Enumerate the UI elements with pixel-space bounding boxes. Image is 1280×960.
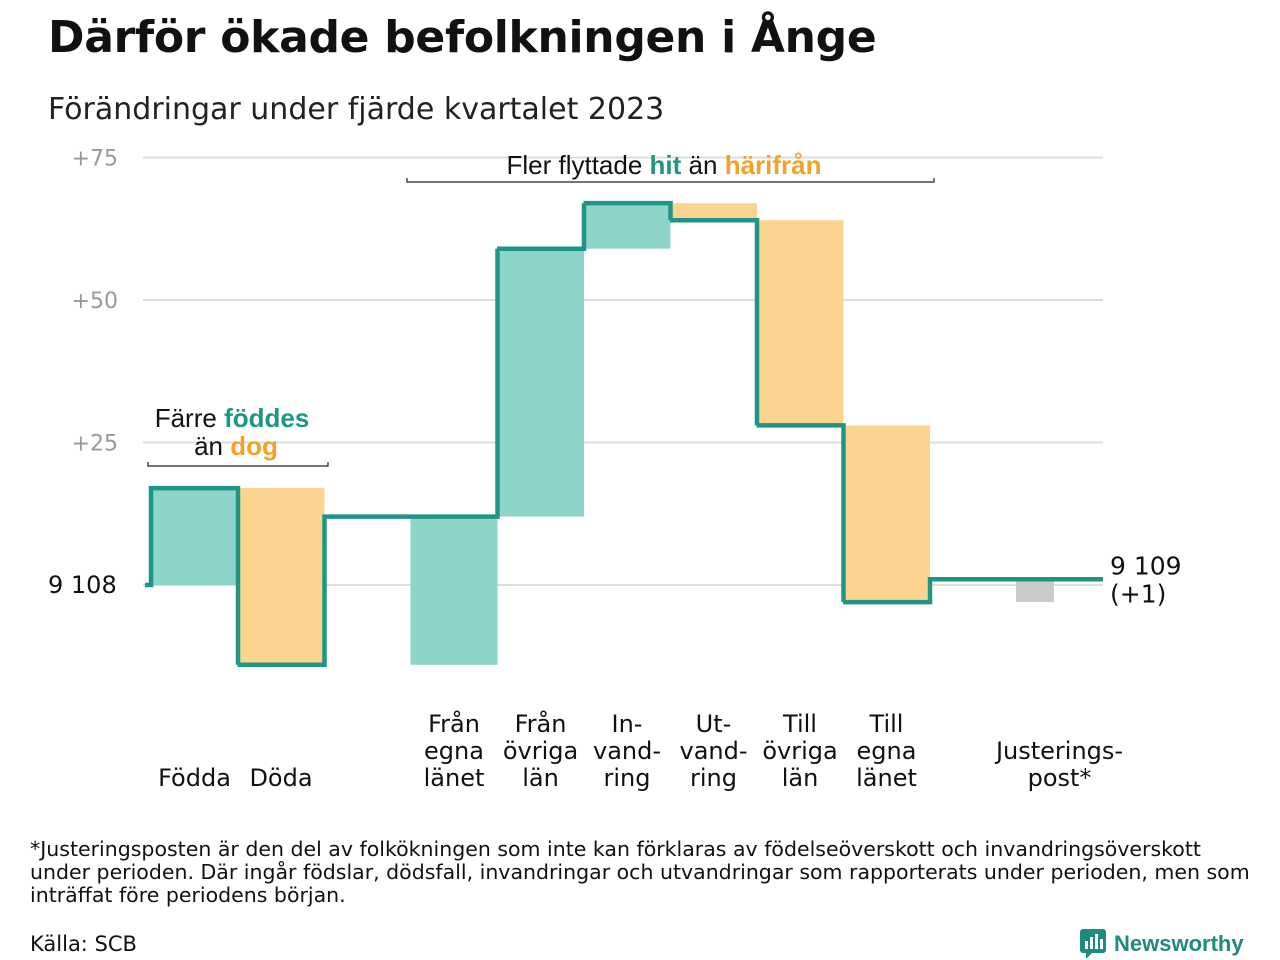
category-label: länet: [424, 764, 485, 792]
annotation-births-bracket: [147, 462, 329, 467]
category-label: In-: [612, 710, 643, 738]
annotation-migration: Fler flyttade hit än härifrån: [406, 150, 935, 183]
annotation-migration-orange: härifrån: [725, 150, 822, 180]
bar-tillövrigalän: [756, 220, 844, 426]
annotation-births-line2: än: [194, 431, 223, 461]
y-tick-label: +75: [72, 147, 118, 172]
bar-justeringspost: [1016, 579, 1054, 603]
y-tick-label: +50: [72, 289, 118, 314]
bar-frånegnalänet: [410, 516, 498, 665]
category-label: egna: [424, 737, 484, 765]
cumulative-step-line: [145, 200, 1103, 668]
category-label: vand-: [679, 737, 747, 765]
annotation-births-orange: dog: [230, 431, 278, 461]
bar-födda: [151, 488, 238, 585]
category-label: Från: [428, 709, 480, 738]
category-label: Till: [869, 710, 904, 738]
annotation-migration-middle: än: [689, 150, 718, 180]
category-label: övriga: [762, 737, 837, 765]
annotation-births: Färre föddes än dog: [147, 403, 329, 467]
source-label: Källa: SCB: [30, 932, 137, 956]
brand-name: Newsworthy: [1114, 931, 1244, 956]
annotation-births-teal: föddes: [224, 403, 309, 433]
category-label: vand-: [593, 737, 661, 765]
category-label: Till: [782, 710, 817, 738]
footnote: *Justeringsposten är den del av folkökni…: [30, 837, 1250, 907]
end-value-label: (+1): [1110, 579, 1166, 608]
bar-utvandring: [670, 203, 757, 221]
category-label: egna: [857, 737, 917, 765]
bar-tillegnalänet: [843, 425, 930, 603]
y-tick-label: +25: [72, 432, 118, 457]
category-label: Döda: [249, 764, 312, 792]
brand-logo: Newsworthy: [1080, 928, 1244, 960]
annotation-migration-teal: hit: [650, 150, 682, 180]
svg-text:Fler flyttade hit: Fler flyttade hit än härifrån: [506, 150, 821, 180]
annotation-births-prefix: Färre: [155, 403, 217, 433]
svg-text:än dog: än dog: [194, 431, 278, 461]
end-value-label: 9 109: [1110, 551, 1182, 580]
annotation-migration-prefix: Fler flyttade: [506, 150, 642, 180]
annotation-migration-bracket: [406, 178, 935, 183]
chart-subtitle: Förändringar under fjärde kvartalet 2023: [48, 92, 665, 127]
category-label: län: [782, 764, 819, 792]
category-label: Ut-: [696, 710, 732, 738]
category-label: Födda: [158, 764, 231, 792]
category-label: länet: [856, 764, 917, 792]
bar-frånövrigalän: [497, 248, 584, 517]
chart-title: Därför ökade befolkningen i Ånge: [48, 12, 877, 63]
category-label: ring: [690, 764, 737, 792]
category-label: Från: [515, 709, 567, 738]
category-label: post*: [1028, 764, 1092, 792]
category-label: ring: [604, 764, 651, 792]
bar-döda: [237, 488, 325, 665]
newsworthy-logo-icon: [1080, 929, 1106, 959]
category-label: län: [522, 764, 559, 792]
category-label: Justerings-: [994, 737, 1123, 765]
start-value-label: 9 108: [48, 571, 117, 599]
bar-invandring: [583, 203, 671, 249]
svg-text:Färre föddes: Färre föddes: [155, 403, 310, 433]
category-label: övriga: [503, 737, 578, 765]
